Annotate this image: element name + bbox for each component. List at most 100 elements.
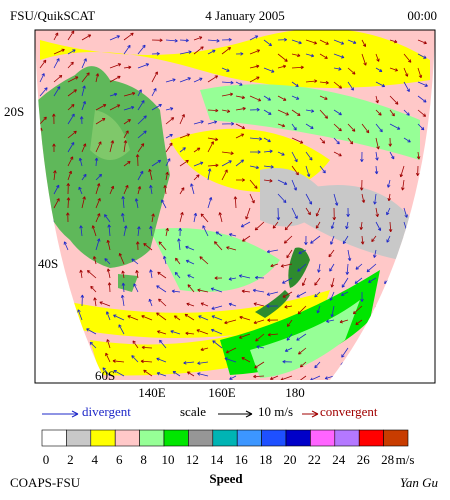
- wind-vector: [291, 53, 301, 58]
- wind-vector: [241, 357, 251, 363]
- wind-vector: [401, 319, 405, 330]
- wind-vector: [53, 32, 59, 41]
- wind-vector: [35, 367, 41, 377]
- wind-vector: [355, 263, 363, 270]
- wind-vector: [172, 371, 181, 377]
- colorbar-box: [163, 429, 189, 447]
- wind-vector: [35, 240, 41, 251]
- wind-vector: [374, 165, 379, 175]
- wind-vector: [193, 77, 203, 83]
- wind-vector: [79, 116, 84, 125]
- wind-vector: [254, 361, 265, 369]
- footer-right: Yan Gu: [400, 475, 439, 490]
- wind-vector: [121, 212, 125, 223]
- wind-vector: [381, 347, 391, 356]
- wind-vector: [305, 53, 315, 58]
- wind-vector: [187, 274, 195, 279]
- wind-vector: [151, 159, 162, 167]
- wind-vector: [105, 311, 111, 321]
- wind-vector: [81, 196, 86, 209]
- wind-vector: [123, 44, 131, 55]
- colorbar-box: [310, 429, 336, 447]
- wind-vector: [333, 67, 342, 71]
- wind-vector: [156, 357, 167, 363]
- wind-vector: [104, 258, 111, 265]
- wind-vector: [235, 106, 246, 111]
- wind-vector: [99, 301, 111, 307]
- wind-vector: [415, 165, 420, 176]
- wind-vector: [263, 179, 273, 183]
- wind-vector: [39, 59, 47, 69]
- wind-vector: [347, 123, 356, 132]
- wind-vector: [179, 133, 190, 139]
- scale-value: 10 m/s: [258, 404, 293, 419]
- wind-vector: [81, 34, 92, 41]
- wind-vector: [375, 95, 379, 104]
- wind-vector: [238, 333, 251, 339]
- wind-vector: [47, 226, 55, 237]
- colorbar-box: [41, 429, 67, 447]
- wind-vector: [267, 332, 279, 337]
- wind-vector: [67, 170, 73, 181]
- wind-vector: [81, 173, 87, 181]
- wind-vector: [149, 185, 153, 195]
- wind-vector: [305, 109, 315, 113]
- wind-vector: [235, 123, 246, 130]
- wind-vector: [416, 151, 421, 160]
- wind-vector: [301, 277, 307, 286]
- wind-vector: [347, 67, 356, 75]
- wind-vector: [200, 213, 209, 223]
- wind-vector: [109, 104, 121, 111]
- wind-vector: [389, 109, 395, 117]
- wind-vector: [196, 329, 209, 335]
- colorbar-label: 24: [332, 452, 346, 467]
- wind-vector: [60, 300, 69, 307]
- wind-vector: [226, 246, 237, 251]
- wind-vector: [95, 141, 102, 153]
- wind-vector: [399, 165, 405, 178]
- wind-vector: [104, 214, 111, 223]
- wind-vector: [133, 283, 139, 293]
- wind-vector: [276, 207, 281, 221]
- wind-vectors: [35, 30, 428, 380]
- wind-vector: [319, 95, 328, 100]
- wind-vector: [137, 226, 141, 237]
- wind-vector: [253, 374, 265, 379]
- wind-vector: [77, 309, 83, 321]
- wind-vector: [123, 119, 131, 125]
- wind-vector: [193, 120, 204, 125]
- wind-vector: [315, 207, 321, 217]
- wind-vector: [45, 312, 55, 321]
- wind-vector: [207, 108, 219, 113]
- wind-vector: [49, 327, 55, 335]
- wind-vector: [249, 107, 260, 112]
- wind-vector: [375, 109, 382, 116]
- wind-vector: [386, 235, 391, 243]
- wind-vector: [95, 173, 103, 181]
- wind-vector: [354, 277, 363, 284]
- wind-vector: [296, 291, 307, 298]
- wind-vector: [221, 151, 234, 155]
- wind-vector: [89, 341, 97, 349]
- wind-vector: [52, 113, 56, 125]
- wind-vector: [151, 88, 157, 97]
- wind-vector: [221, 67, 230, 72]
- wind-vector: [296, 375, 307, 380]
- wind-vector: [35, 353, 41, 363]
- colorbar-label: 2: [67, 452, 74, 467]
- wind-vector: [386, 207, 391, 216]
- wind-vector: [165, 227, 169, 237]
- wind-vector: [92, 256, 97, 265]
- wind-vector: [333, 151, 342, 157]
- wind-vector: [179, 50, 192, 55]
- wind-vector: [316, 305, 321, 314]
- wind-vector: [291, 95, 300, 100]
- colorbar-label: 14: [210, 452, 224, 467]
- wind-vector: [71, 356, 83, 363]
- wind-vector: [417, 67, 423, 79]
- wind-vector: [375, 151, 379, 161]
- wind-vector: [148, 298, 153, 307]
- wind-vector: [341, 277, 349, 288]
- wind-vector: [197, 361, 209, 365]
- wind-vector: [218, 212, 223, 223]
